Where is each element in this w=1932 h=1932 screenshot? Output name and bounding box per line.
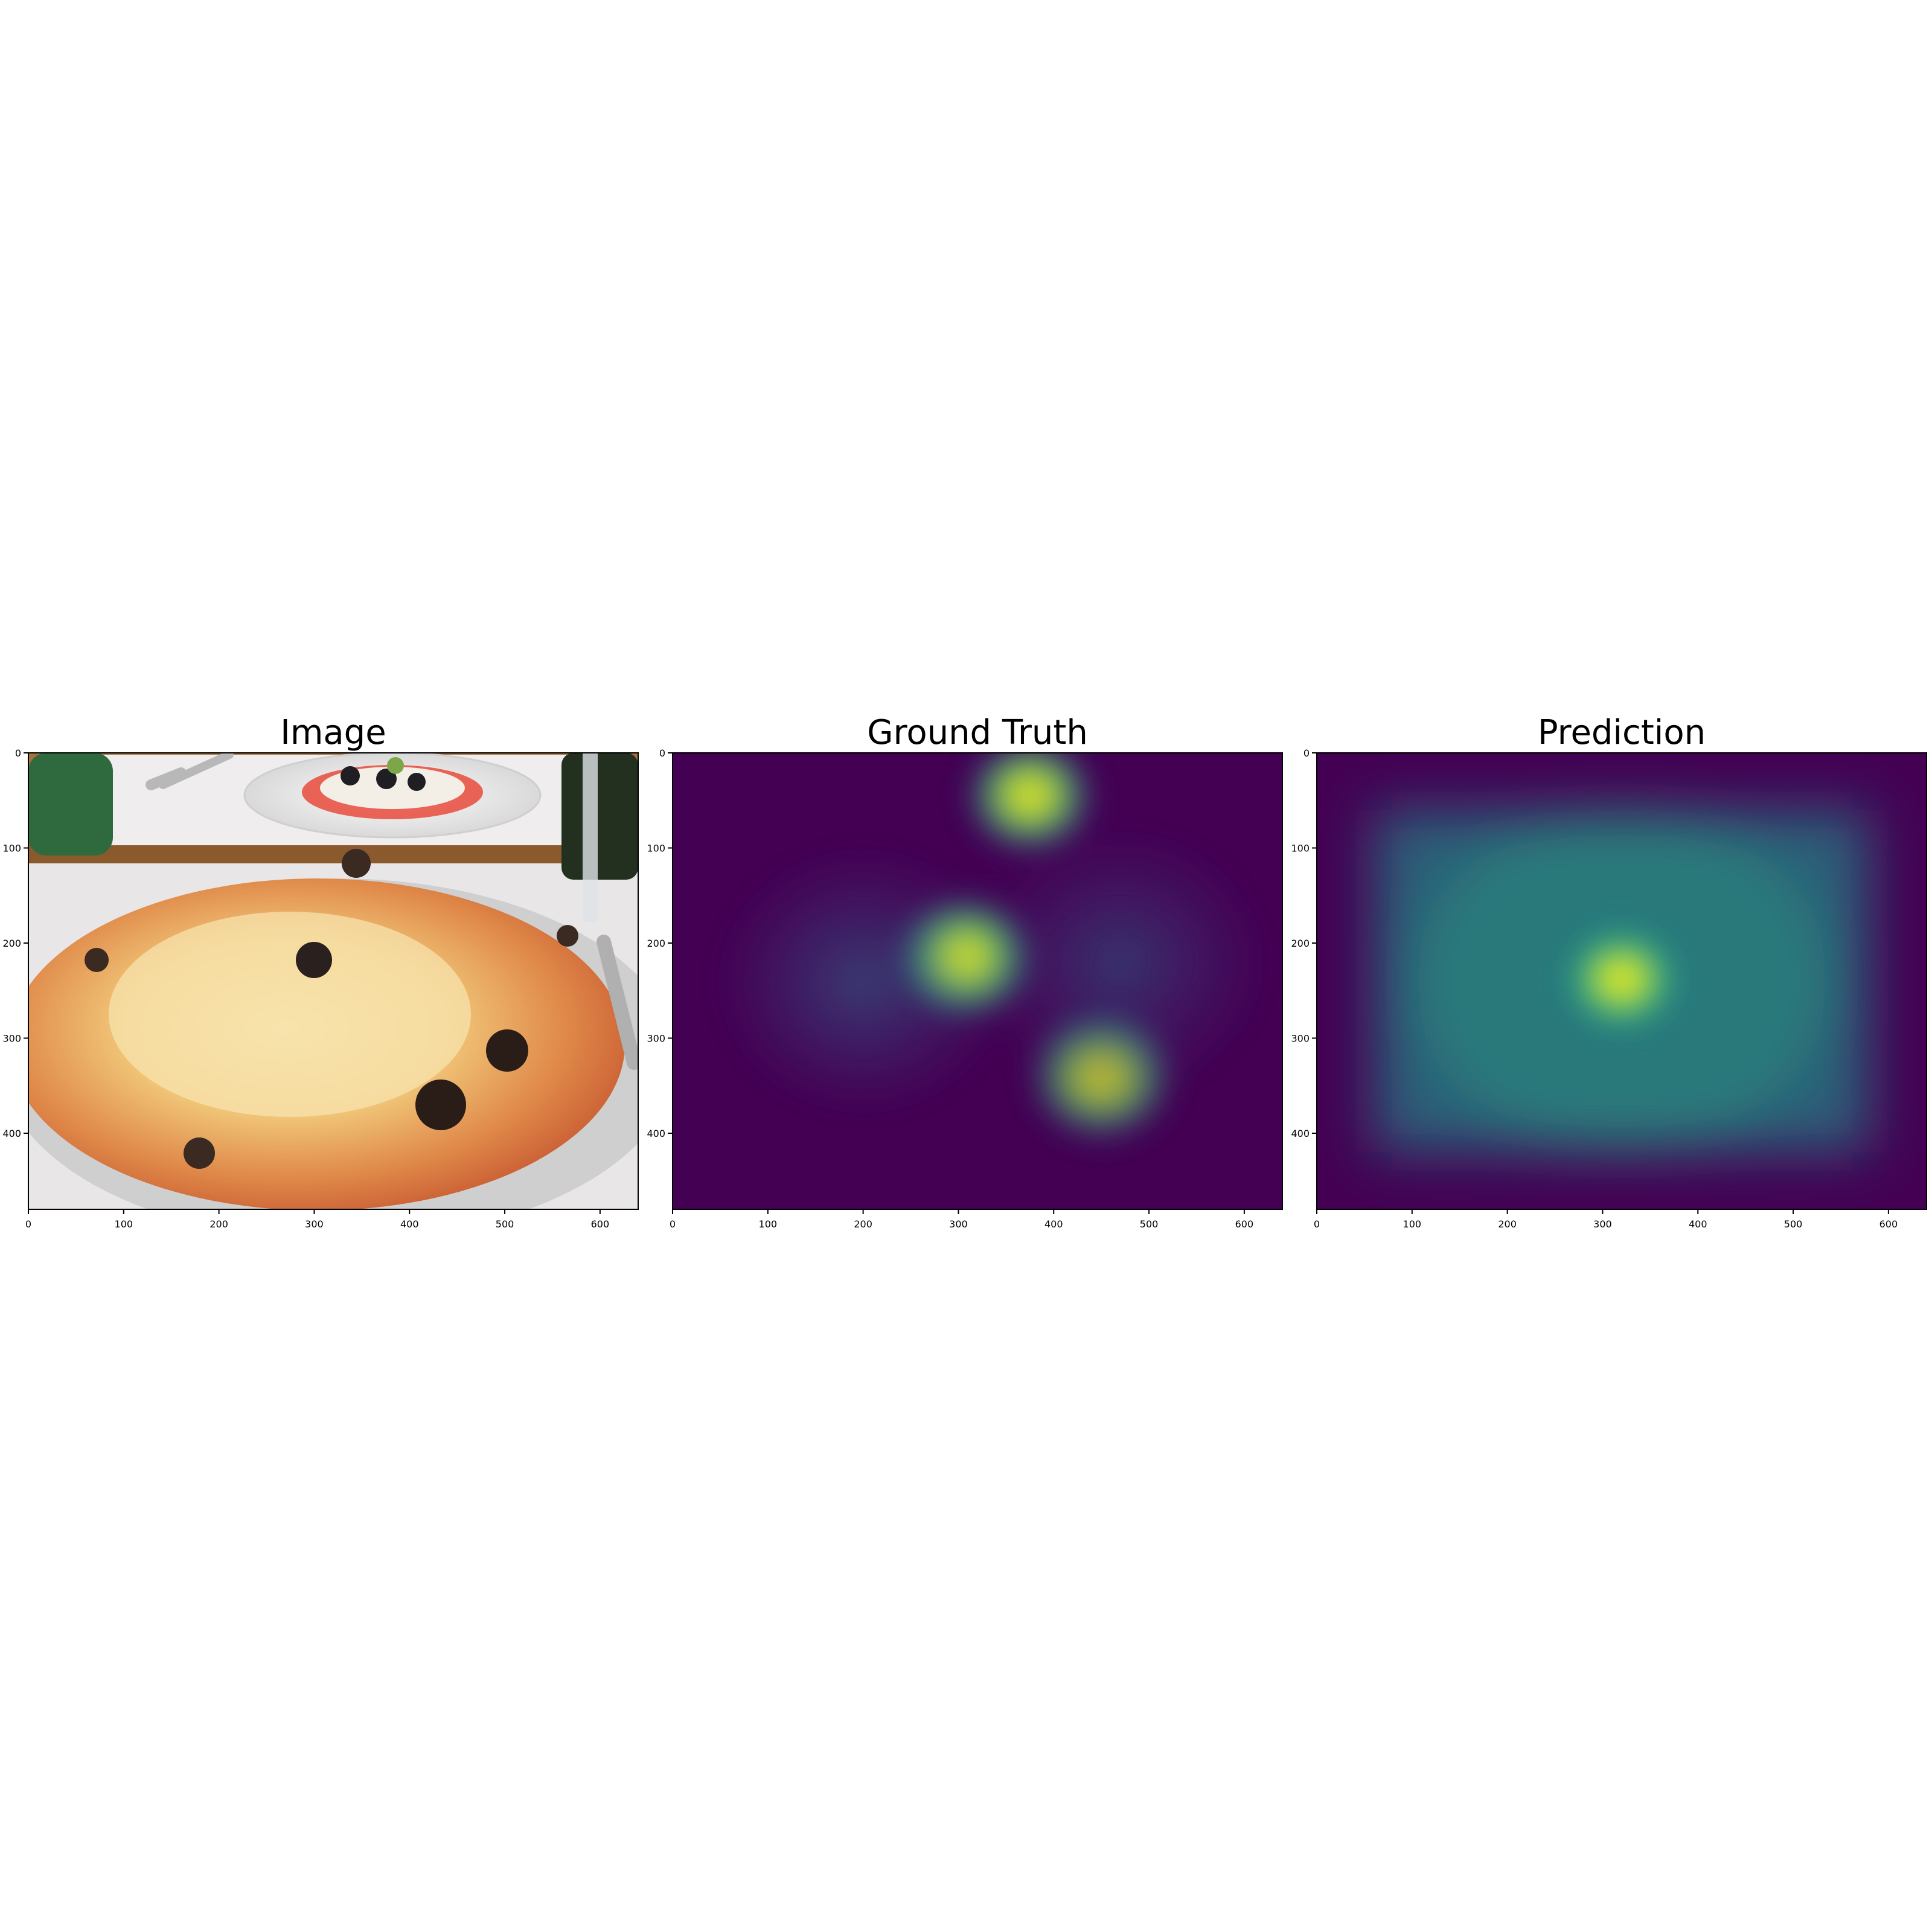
y-tick-label: 0: [659, 747, 665, 759]
image-panel: Image: [2, 713, 639, 1230]
axes-frame: [28, 752, 639, 1210]
x-tick-label: 100: [759, 1218, 778, 1230]
y-tick-label: 0: [15, 747, 21, 759]
y-tick-label: 200: [2, 938, 21, 949]
axis-ticks: 0 100 200 300 400 500 600 0 100 200 300 400: [647, 747, 1253, 1230]
axes-frame: [672, 752, 1283, 1210]
y-tick-label: 400: [2, 1128, 21, 1139]
y-tick-label: 100: [2, 843, 21, 854]
axes-frame: [1316, 752, 1927, 1210]
x-tick-label: 0: [25, 1218, 31, 1230]
x-tick-label: 600: [1879, 1218, 1898, 1230]
x-tick-label: 500: [1784, 1218, 1803, 1230]
x-tick-label: 300: [949, 1218, 968, 1230]
heatmap-hotspot: [973, 829, 1267, 1095]
heatmap-hotspot: [716, 848, 1010, 1115]
y-tick-label: 300: [647, 1033, 665, 1044]
heatmap-hotspot: [1558, 922, 1685, 1037]
food-photo: [28, 753, 638, 1209]
y-tick-label: 400: [1291, 1128, 1310, 1139]
y-tick-label: 200: [1291, 938, 1310, 949]
y-tick-label: 0: [1303, 747, 1310, 759]
y-tick-label: 300: [1291, 1033, 1310, 1044]
panel-title-ground-truth: Ground Truth: [867, 713, 1088, 752]
x-tick-label: 100: [1403, 1218, 1422, 1230]
prediction-panel: Prediction 0 100 200 300 400 500 600 0 100 200 300…: [1291, 713, 1927, 1230]
panel-title-image: Image: [280, 713, 386, 752]
x-tick-label: 400: [400, 1218, 419, 1230]
x-tick-label: 200: [854, 1218, 872, 1230]
y-tick-label: 200: [647, 938, 665, 949]
x-tick-label: 300: [1593, 1218, 1612, 1230]
y-tick-label: 100: [1291, 843, 1310, 854]
y-tick-label: 100: [647, 843, 665, 854]
x-tick-label: 0: [1314, 1218, 1320, 1230]
axis-ticks: 0 100 200 300 400 500 600 0 100 200 300 400: [2, 747, 609, 1230]
panel-title-prediction: Prediction: [1538, 713, 1706, 752]
y-tick-label: 300: [2, 1033, 21, 1044]
x-tick-label: 100: [115, 1218, 133, 1230]
x-tick-label: 200: [210, 1218, 228, 1230]
x-tick-label: 600: [1235, 1218, 1254, 1230]
heatmap-hotspot: [962, 753, 1097, 857]
x-tick-label: 400: [1044, 1218, 1063, 1230]
x-tick-label: 400: [1689, 1218, 1707, 1230]
ground-truth-panel: Ground Truth 0 100 200 300 400 500 600 0 100 200 3…: [647, 713, 1283, 1230]
x-tick-label: 500: [496, 1218, 514, 1230]
x-tick-label: 200: [1498, 1218, 1517, 1230]
x-tick-label: 300: [305, 1218, 324, 1230]
axis-ticks: 0 100 200 300 400 500 600 0 100 200 300 400: [1291, 747, 1898, 1230]
x-tick-label: 0: [670, 1218, 676, 1230]
x-tick-label: 500: [1140, 1218, 1159, 1230]
x-tick-label: 600: [591, 1218, 610, 1230]
y-tick-label: 400: [647, 1128, 665, 1139]
